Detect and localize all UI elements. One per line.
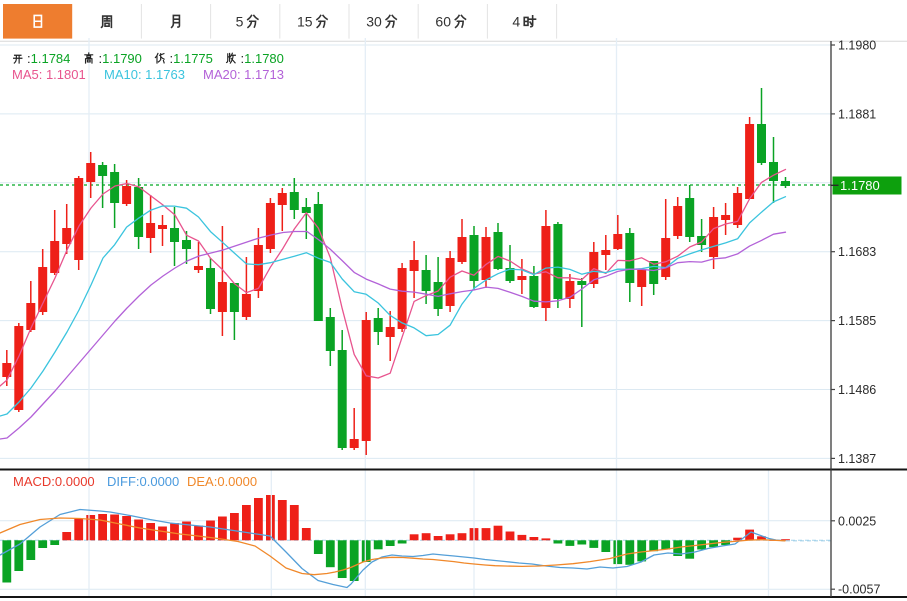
svg-text:60: 60 [435, 14, 451, 30]
svg-text:1.1881: 1.1881 [838, 107, 876, 121]
svg-text:1.1683: 1.1683 [838, 245, 876, 259]
svg-text:1.1486: 1.1486 [838, 383, 876, 397]
svg-text:4: 4 [512, 14, 520, 30]
svg-text:-0.0057: -0.0057 [838, 583, 880, 597]
svg-text:1.1387: 1.1387 [838, 452, 876, 466]
svg-text:1.1585: 1.1585 [838, 314, 876, 328]
svg-text:MA5: 1.1801 MA10: 1.1763 MA2: MA5: 1.1801 MA10: 1.1763 MA20: 1.1713 [12, 67, 284, 82]
svg-text:5: 5 [236, 14, 244, 30]
svg-text::1.1784:1.1790:1.1775:1.1780: :1.1784:1.1790:1.1775:1.1780 [27, 51, 284, 66]
svg-text:0.0025: 0.0025 [838, 514, 876, 528]
svg-text:15: 15 [297, 14, 313, 30]
svg-text:1.1780: 1.1780 [840, 178, 880, 193]
svg-text:1.1980: 1.1980 [838, 39, 876, 53]
svg-text:30: 30 [366, 14, 382, 30]
